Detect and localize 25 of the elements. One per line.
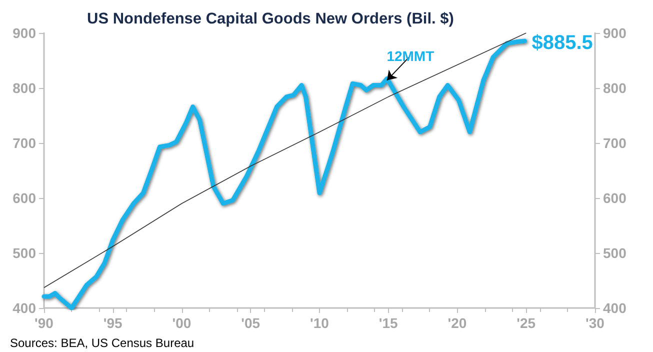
y2-tick-label: 900	[603, 25, 627, 41]
y2-tick-label: 500	[603, 245, 627, 261]
y-tick-label: 800	[12, 80, 36, 96]
x-tick-label: '05	[241, 315, 260, 331]
y2-tick-label: 400	[603, 300, 627, 316]
y2-tick-label: 800	[603, 80, 627, 96]
annotation: 12MMT	[386, 48, 435, 64]
y-tick-label: 500	[12, 245, 36, 261]
x-tick-label: '20	[448, 315, 467, 331]
x-tick-label: '15	[378, 315, 398, 331]
y-tick-label: 600	[12, 190, 36, 206]
x-tick-label: '00	[172, 315, 192, 331]
x-tick-label: '10	[310, 315, 330, 331]
x-tick-label: '25	[516, 315, 536, 331]
x-tick-label: '90	[34, 315, 54, 331]
chart-title: US Nondefense Capital Goods New Orders (Bil. $)	[87, 10, 454, 28]
y-tick-label: 900	[12, 25, 36, 41]
y2-tick-label: 700	[603, 135, 627, 151]
y2-tick-label: 600	[603, 190, 627, 206]
x-tick-label: '95	[103, 315, 123, 331]
data-label: $885.5	[532, 32, 593, 54]
source-note: Sources: BEA, US Census Bureau	[10, 336, 194, 350]
y-tick-label: 700	[12, 135, 36, 151]
y-tick-label: 400	[12, 300, 36, 316]
x-tick-label: '30	[586, 315, 605, 331]
